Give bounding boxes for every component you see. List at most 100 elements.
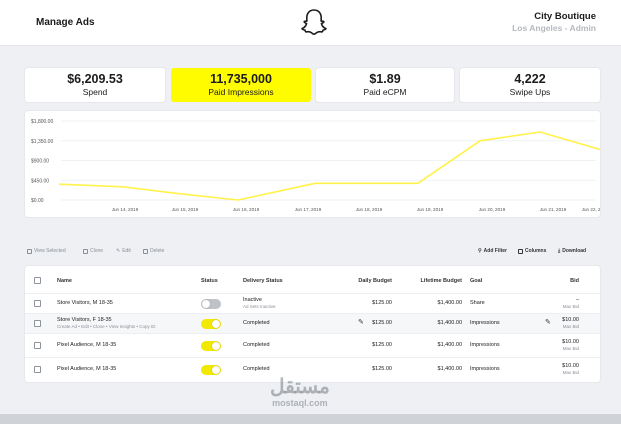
- x-tick-label: Jun 19, 2019: [417, 207, 444, 212]
- x-tick-label: Jun 16, 2019: [233, 207, 260, 212]
- y-tick-label: $900.00: [31, 159, 49, 165]
- bid-sub: Max Bid: [562, 346, 579, 351]
- bid-sub: Max Bid: [562, 324, 579, 329]
- x-tick-label: Jun 21, 2019: [540, 207, 567, 212]
- spend-chart: $1,800.00 $1,350.00 $900.00 $450.00 $0.00 Jun…: [25, 111, 600, 217]
- bid-sub: Max Bid: [562, 370, 579, 375]
- stat-value: 4,222: [514, 72, 546, 86]
- account-switcher[interactable]: City Boutique Los Angeles - Admin: [512, 11, 596, 33]
- status-toggle[interactable]: [201, 299, 221, 309]
- pencil-icon: ✎: [116, 248, 121, 254]
- status-toggle[interactable]: [201, 365, 221, 375]
- x-tick-label: Jun 22, 2019: [582, 207, 600, 212]
- daily-budget: $125.00: [372, 300, 392, 306]
- col-header-lifetime-budget[interactable]: Lifetime Budget: [420, 278, 462, 284]
- daily-budget: $125.00: [372, 320, 392, 326]
- delivery-status: Inactive Ad Sets Inactive: [243, 297, 276, 309]
- campaign-table: Name Status Delivery Status Daily Budget…: [25, 266, 600, 382]
- table-row[interactable]: Pixel Audience, M 18-35 Completed $125.0…: [25, 358, 600, 382]
- daily-budget: $125.00: [372, 366, 392, 372]
- row-checkbox[interactable]: [34, 342, 41, 349]
- clone-label: Clone: [90, 248, 104, 254]
- bottom-strip: [0, 414, 621, 424]
- goal: Impressions: [470, 320, 500, 326]
- bid: $10.00 Max Bid: [535, 339, 579, 351]
- col-header-bid[interactable]: Bid: [570, 278, 579, 284]
- columns-button[interactable]: Columns: [518, 248, 546, 254]
- table-row[interactable]: Store Visitors, M 18-35 Inactive Ad Sets…: [25, 294, 600, 314]
- top-header: Manage Ads City Boutique Los Angeles - A…: [0, 0, 621, 46]
- stat-value: $1.89: [369, 72, 401, 86]
- lifetime-budget: $1,400.00: [437, 342, 462, 348]
- toggle-knob: [212, 320, 220, 328]
- toggle-knob: [212, 342, 220, 350]
- delete-button[interactable]: Delete: [143, 248, 164, 254]
- table-row[interactable]: Store Visitors, F 18-35 Create Ad • Edit…: [25, 314, 600, 334]
- row-checkbox[interactable]: [34, 300, 41, 307]
- view-selected-label: View Selected: [34, 248, 66, 254]
- line-chart: $1,800.00 $1,350.00 $900.00 $450.00 $0.00 Jun…: [31, 119, 600, 212]
- add-filter-button[interactable]: ⚲ Add Filter: [478, 248, 507, 254]
- clone-icon: [83, 248, 88, 254]
- stat-label: Paid eCPM: [363, 87, 407, 97]
- account-name: City Boutique: [534, 11, 596, 22]
- bid-value: $10.00: [562, 339, 579, 345]
- stat-card-spend[interactable]: $6,209.53 Spend: [25, 68, 165, 102]
- daily-budget: $125.00: [372, 342, 392, 348]
- bid: – Max Bid: [535, 297, 579, 309]
- status-toggle[interactable]: [201, 341, 221, 351]
- row-name[interactable]: Pixel Audience, M 18-35: [57, 342, 117, 348]
- goal: Impressions: [470, 342, 500, 348]
- stat-label: Swipe Ups: [509, 87, 551, 97]
- series-line: [58, 131, 600, 201]
- download-button[interactable]: ⤓ Download: [558, 248, 586, 254]
- stat-label: Spend: [82, 87, 108, 97]
- lifetime-budget: $1,400.00: [437, 300, 462, 306]
- bid-value: $10.00: [562, 363, 579, 369]
- select-all-checkbox[interactable]: [34, 277, 41, 284]
- col-header-daily-budget[interactable]: Daily Budget: [358, 278, 392, 284]
- row-name[interactable]: Store Visitors, M 18-35: [57, 300, 113, 306]
- y-tick-label: $450.00: [31, 178, 49, 184]
- bid-value: $10.00: [562, 317, 579, 323]
- bid-sub: Max Bid: [562, 304, 579, 309]
- delivery-status-sub: Ad Sets Inactive: [243, 304, 276, 309]
- lifetime-budget: $1,400.00: [437, 320, 462, 326]
- col-header-status[interactable]: Status: [201, 278, 218, 284]
- row-checkbox[interactable]: [34, 366, 41, 373]
- toggle-knob: [202, 300, 210, 308]
- edit-label: Edit: [122, 248, 131, 254]
- stat-label: Paid Impressions: [208, 87, 274, 97]
- col-header-goal[interactable]: Goal: [470, 278, 483, 284]
- row-checkbox[interactable]: [34, 320, 41, 327]
- col-header-name[interactable]: Name: [57, 278, 72, 284]
- stat-card-paid-impressions[interactable]: 11,735,000 Paid Impressions: [171, 68, 311, 102]
- row-actions[interactable]: Create Ad • Edit • Clone • View Insights…: [57, 324, 156, 329]
- account-role: Los Angeles - Admin: [512, 23, 596, 33]
- snapchat-ghost-icon[interactable]: [300, 8, 328, 38]
- x-tick-label: Jun 14, 2019: [112, 207, 139, 212]
- status-toggle[interactable]: [201, 319, 221, 329]
- edit-bid-pencil-icon[interactable]: ✎: [545, 319, 551, 326]
- row-name[interactable]: Pixel Audience, M 18-35: [57, 366, 117, 372]
- row-name[interactable]: Store Visitors, F 18-35: [57, 317, 112, 323]
- trash-icon: [143, 248, 148, 254]
- filter-icon: ⚲: [478, 248, 482, 254]
- download-label: Download: [562, 248, 587, 254]
- stat-card-swipe-ups[interactable]: 4,222 Swipe Ups: [460, 68, 600, 102]
- bid: $10.00 Max Bid: [535, 317, 579, 329]
- table-row[interactable]: Pixel Audience, M 18-35 Completed $125.0…: [25, 334, 600, 358]
- bid-value: –: [575, 297, 579, 303]
- columns-label: Columns: [525, 248, 547, 254]
- clone-button[interactable]: Clone: [83, 248, 103, 254]
- stat-value: $6,209.53: [67, 72, 123, 86]
- stat-card-paid-ecpm[interactable]: $1.89 Paid eCPM: [316, 68, 454, 102]
- x-tick-label: Jun 20, 2019: [479, 207, 506, 212]
- x-tick-label: Jun 15, 2019: [172, 207, 199, 212]
- edit-button[interactable]: ✎ Edit: [116, 248, 131, 254]
- bid: $10.00 Max Bid: [535, 363, 579, 375]
- col-header-delivery[interactable]: Delivery Status: [243, 278, 283, 284]
- view-selected-button[interactable]: View Selected: [27, 248, 66, 254]
- delivery-status-text: Completed: [243, 320, 270, 326]
- edit-daily-budget-pencil-icon[interactable]: ✎: [358, 319, 364, 326]
